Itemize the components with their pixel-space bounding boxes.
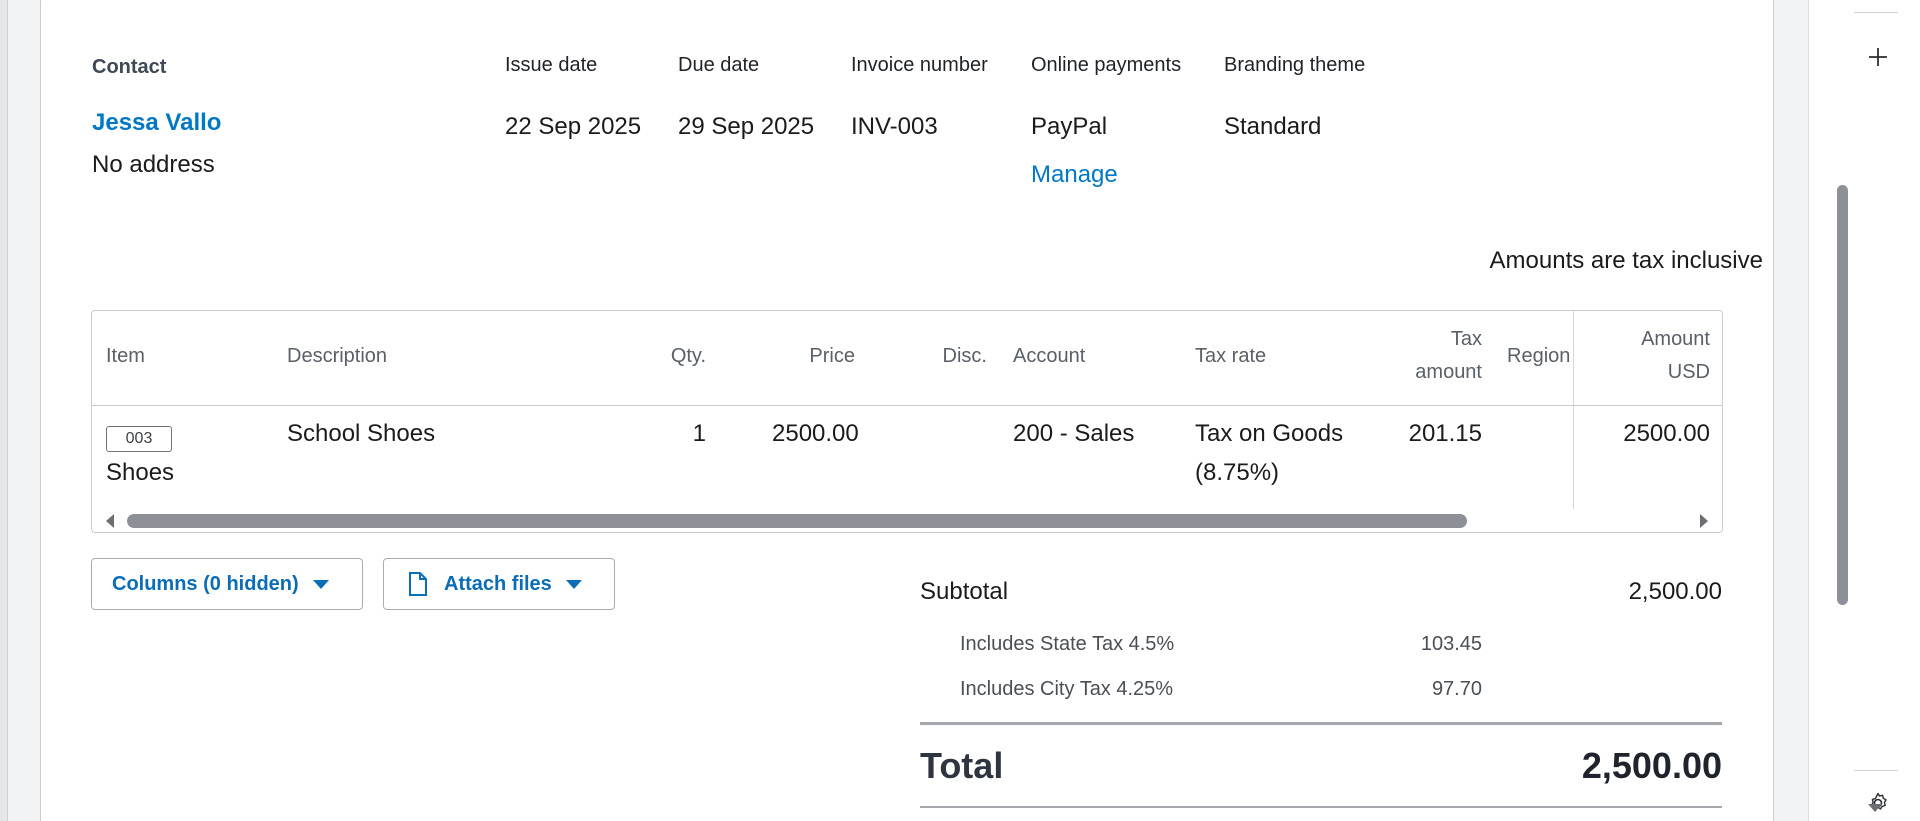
total-divider [920,722,1722,725]
amount-header-divider [1573,405,1722,406]
city-tax-label: Includes City Tax 4.25% [960,678,1174,700]
subtotal-label: Subtotal [920,578,1009,605]
scroll-down-arrow-icon[interactable] [1868,804,1882,812]
col-header-region: Region [1507,345,1571,367]
chevron-down-icon [565,579,582,589]
branding-theme-value[interactable]: Standard [1224,113,1322,140]
city-tax-value: 97.70 [1431,678,1482,700]
right-tool-panel [1808,0,1920,821]
line-description[interactable]: School Shoes [287,420,436,447]
vertical-scrollbar-thumb[interactable] [1837,185,1848,605]
scroll-right-arrow-icon[interactable] [1700,514,1708,528]
subtotal-value: 2,500.00 [1628,578,1722,605]
line-price[interactable]: 2500.00 [772,420,859,447]
col-header-amount-line2: USD [1667,361,1710,383]
left-edge [0,0,8,821]
col-header-account: Account [1013,345,1086,367]
online-payments-label: Online payments [1031,54,1182,76]
col-header-disc: Disc. [942,345,987,367]
due-date-label: Due date [678,54,760,76]
tax-mode-selector[interactable]: Amounts are tax inclusive [1489,247,1763,274]
header-divider [92,405,1722,406]
columns-button-label: Columns (0 hidden) [112,572,299,595]
attach-files-label: Attach files [444,572,552,595]
issue-date-label: Issue date [505,54,598,76]
col-header-amount-line1: Amount [1641,328,1710,350]
document-icon [408,572,428,596]
due-date-value[interactable]: 29 Sep 2025 [678,113,815,140]
scroll-left-arrow-icon[interactable] [106,514,114,528]
col-header-price: Price [809,345,855,367]
contact-address: No address [92,151,215,178]
contact-name-link[interactable]: Jessa Vallo [92,109,222,136]
state-tax-label: Includes State Tax 4.5% [960,633,1175,655]
col-header-item: Item [106,345,145,367]
manage-payments-link[interactable]: Manage [1031,161,1118,188]
contact-label: Contact [92,56,167,78]
invoice-card: Contact Issue date Due date Invoice numb… [40,0,1774,821]
col-header-qty: Qty. [670,345,706,367]
branding-theme-label: Branding theme [1224,54,1366,76]
state-tax-value: 103.45 [1420,633,1482,655]
line-amount[interactable]: 2500.00 [1623,420,1710,447]
total-bottom-divider [920,806,1722,808]
line-tax-rate-line2: (8.75%) [1195,459,1280,486]
horizontal-scrollbar-thumb[interactable] [127,514,1467,528]
total-value: 2,500.00 [1581,745,1722,786]
item-code-tag[interactable]: 003 [106,426,172,452]
line-tax-rate-line1[interactable]: Tax on Goods [1195,420,1344,447]
columns-button[interactable]: Columns (0 hidden) [91,558,363,610]
line-items-table: Item Description Qty. Price Disc. Accoun… [91,310,1723,533]
attach-files-button[interactable]: Attach files [383,558,615,610]
amount-column: Amount USD 2500.00 [1573,311,1722,509]
line-qty[interactable]: 1 [692,420,706,447]
item-name: Shoes [106,459,175,486]
tool-divider [1854,12,1898,13]
invoice-number-value[interactable]: INV-003 [851,113,938,140]
plus-icon[interactable] [1866,46,1890,70]
tool-divider [1854,770,1898,771]
col-header-tax-rate: Tax rate [1195,345,1267,367]
col-header-tax-amount-line1: Tax [1450,328,1482,350]
col-header-description: Description [287,345,388,367]
online-payments-value: PayPal [1031,113,1108,140]
invoice-number-label: Invoice number [851,54,988,76]
chevron-down-icon [312,579,329,589]
total-label: Total [920,745,1004,786]
issue-date-value[interactable]: 22 Sep 2025 [505,113,642,140]
line-account[interactable]: 200 - Sales [1013,420,1135,447]
col-header-tax-amount-line2: amount [1415,361,1482,383]
line-tax-amount[interactable]: 201.15 [1408,420,1482,447]
